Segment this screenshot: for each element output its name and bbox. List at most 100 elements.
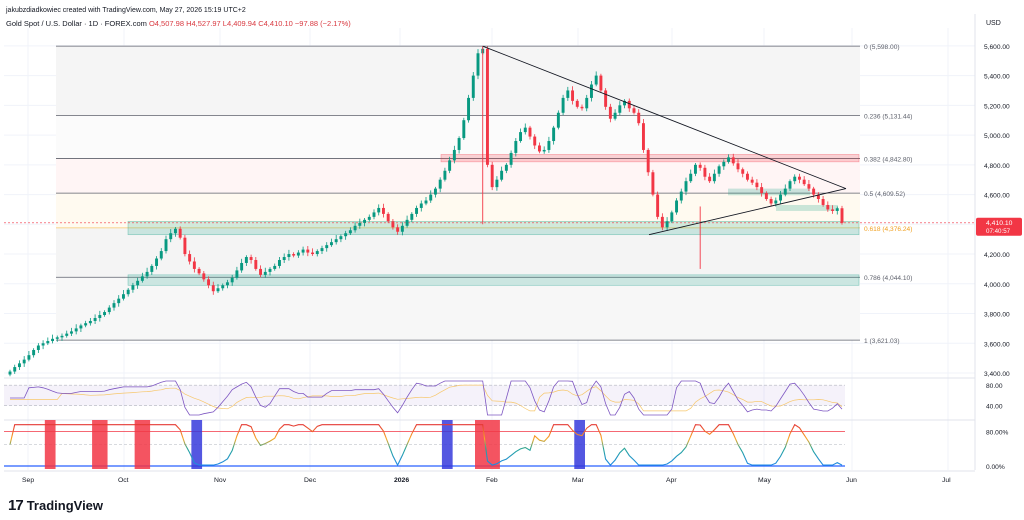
candle: [750, 176, 754, 186]
candle: [211, 281, 215, 295]
candle: [178, 226, 182, 240]
candle-body: [353, 225, 357, 231]
candle: [320, 245, 324, 255]
candle-body: [173, 228, 177, 234]
candle-body: [136, 280, 140, 286]
fib-label: 0.618 (4,376.24): [864, 226, 912, 233]
candle: [263, 267, 267, 278]
candle: [689, 169, 693, 183]
candle: [703, 164, 707, 181]
candle-body: [320, 248, 324, 252]
candle: [372, 209, 376, 220]
candle: [471, 72, 475, 101]
candle: [575, 99, 579, 109]
candle-body: [542, 149, 546, 152]
candle-body: [589, 84, 593, 98]
candle: [623, 99, 627, 109]
candle: [60, 333, 64, 341]
candle-body: [178, 228, 182, 238]
candle-body: [339, 236, 343, 240]
candle: [840, 205, 844, 225]
candle: [84, 320, 88, 328]
symbol-title[interactable]: Gold Spot / U.S. Dollar · 1D · FOREX.com: [6, 19, 147, 28]
currency-label[interactable]: USD: [986, 20, 1001, 27]
candle: [259, 265, 263, 278]
candle-body: [802, 179, 806, 185]
candle-body: [646, 149, 650, 173]
price-axis-tick: 4,200.00: [984, 252, 1010, 259]
candle-body: [405, 219, 409, 226]
candle-body: [296, 252, 300, 256]
candle: [585, 94, 589, 112]
candle-body: [769, 199, 773, 204]
candle: [797, 173, 801, 184]
candle-body: [722, 161, 726, 167]
candle: [745, 171, 749, 182]
fib-zone: [56, 277, 860, 341]
candle: [277, 257, 281, 269]
trendline-upper: [482, 45, 847, 190]
candle-body: [155, 258, 159, 266]
candle-body: [46, 341, 50, 344]
candle: [32, 348, 36, 358]
candle: [391, 218, 395, 230]
candle-body: [358, 222, 362, 226]
candle: [410, 212, 414, 223]
candle-body: [717, 166, 721, 174]
candle-body: [741, 169, 745, 174]
candle: [240, 258, 244, 273]
candle: [22, 356, 26, 367]
candle-body: [126, 289, 130, 295]
trendline-lower: [648, 188, 847, 236]
candle: [542, 146, 546, 154]
candle: [287, 249, 291, 261]
candle-body: [452, 149, 456, 161]
candle-body: [273, 265, 277, 269]
candle-body: [433, 188, 437, 195]
candle: [519, 128, 523, 143]
support-zone: [728, 188, 810, 196]
price-axis-tick: 4,000.00: [984, 282, 1010, 289]
candle-body: [613, 112, 617, 119]
time-axis-tick: Apr: [666, 477, 677, 484]
time-axis-tick: Nov: [214, 477, 227, 484]
candle: [594, 71, 598, 87]
candle: [292, 252, 296, 258]
candle: [712, 169, 716, 184]
price-axis-tick: 5,600.00: [984, 44, 1010, 51]
candle: [79, 323, 83, 332]
candle: [504, 163, 508, 174]
candle: [136, 277, 140, 289]
candle: [400, 222, 404, 236]
candle-body: [419, 203, 423, 208]
candle-body: [840, 208, 844, 223]
fib-zone: [56, 46, 860, 116]
tradingview-brand[interactable]: 17 TradingView: [8, 497, 103, 514]
candle: [51, 334, 55, 344]
time-axis-tick: Jun: [846, 477, 857, 484]
candle: [367, 214, 371, 222]
fib-zone: [56, 227, 860, 278]
candle: [571, 86, 575, 105]
candle: [547, 136, 551, 153]
candle-body: [344, 233, 348, 237]
rsi-ma-line: [10, 384, 843, 412]
oversold-zone: [574, 420, 585, 469]
candle-body: [292, 254, 296, 256]
candle: [344, 230, 348, 240]
stoch-axis-tick: 0.00%: [986, 464, 1005, 471]
candle: [216, 284, 220, 294]
candle: [41, 340, 45, 350]
fib-label: 1 (3,621.03): [864, 338, 900, 345]
candle: [424, 196, 428, 206]
candle-body: [410, 213, 414, 220]
candle-body: [727, 157, 731, 162]
candle-body: [348, 230, 352, 234]
candle-body: [438, 179, 442, 189]
price-axis-tick: 4,600.00: [984, 193, 1010, 200]
candle-body: [13, 367, 17, 372]
candle: [225, 279, 229, 289]
candle: [698, 162, 702, 171]
time-axis-tick: Dec: [304, 477, 317, 484]
